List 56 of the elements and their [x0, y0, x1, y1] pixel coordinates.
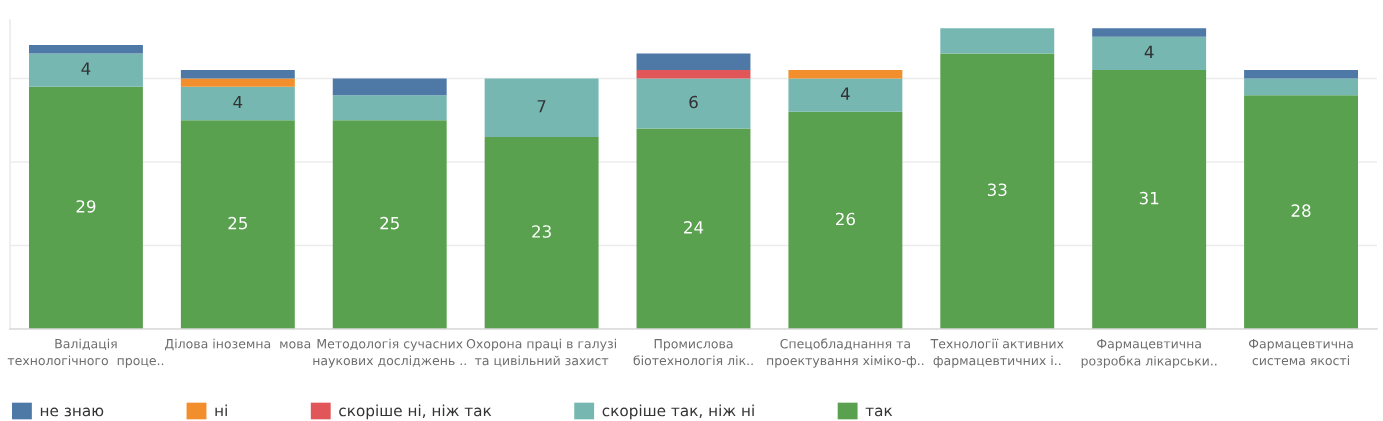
- bar: [484, 78, 599, 137]
- x-tick-label: Валідація технологічного проце..: [7, 338, 164, 368]
- legend-label: скоріше так, ніж ні: [602, 404, 754, 420]
- bar: [1092, 70, 1207, 329]
- bar: [332, 120, 447, 329]
- data-label: 4: [840, 87, 850, 100]
- bar: [1092, 28, 1207, 37]
- bar: [636, 78, 751, 129]
- bar: [1092, 36, 1207, 71]
- data-label: 7: [537, 100, 546, 113]
- x-tick-label: Спецобладнання та проектування хіміко-ф..: [767, 338, 924, 368]
- legend-label: не знаю: [40, 407, 104, 417]
- x-tick-label: Методологія сучасних наукових досліджень ..: [313, 338, 466, 368]
- bar: [940, 53, 1055, 329]
- bar: [180, 120, 295, 329]
- bar: [180, 86, 295, 121]
- bar: [788, 70, 903, 79]
- bar: [788, 111, 903, 329]
- bar: [636, 53, 751, 71]
- bar: [28, 53, 143, 87]
- data-label: 25: [380, 216, 399, 230]
- data-label: 4: [233, 95, 243, 109]
- data-label: 6: [689, 95, 698, 109]
- data-label: 4: [1144, 45, 1154, 58]
- x-tick-label: Фармацевтична розробка лікарськи..: [1081, 339, 1217, 368]
- bar: [788, 78, 903, 112]
- data-label: 31: [1139, 191, 1159, 205]
- bar: [484, 136, 599, 329]
- data-label: 29: [76, 200, 96, 213]
- bar: [1244, 78, 1359, 96]
- x-tick-label: Ділова іноземна мова: [165, 338, 311, 351]
- bar: [332, 95, 447, 121]
- data-label: 25: [228, 216, 247, 230]
- bar: [28, 86, 143, 329]
- bar: [28, 45, 143, 54]
- legend-label: ні: [215, 404, 227, 417]
- bar: [636, 128, 751, 329]
- data-label: 23: [532, 225, 551, 238]
- legend-label: скоріше ні, ніж так: [339, 404, 492, 420]
- x-tick-label: Технології активних фармацевтичних і..: [930, 338, 1064, 368]
- bar: [332, 78, 447, 96]
- x-tick-label: Охорона праці в галузі та цивільний захист: [466, 338, 616, 367]
- bar: [1244, 70, 1359, 79]
- data-label: 28: [1291, 204, 1311, 217]
- bar: [180, 70, 295, 79]
- data-label: 24: [684, 221, 704, 234]
- x-tick-label: Фармацевтична система якості: [1248, 339, 1353, 366]
- x-tick-label: Промислова біотехнологія лік..: [633, 339, 753, 366]
- bar: [1244, 95, 1359, 329]
- bar: [940, 28, 1055, 54]
- data-label: 33: [987, 183, 1007, 197]
- legend-label: так: [865, 407, 893, 417]
- bar: [636, 70, 751, 79]
- bar: [180, 78, 295, 87]
- data-label: 26: [836, 212, 855, 226]
- data-label: 4: [81, 62, 91, 75]
